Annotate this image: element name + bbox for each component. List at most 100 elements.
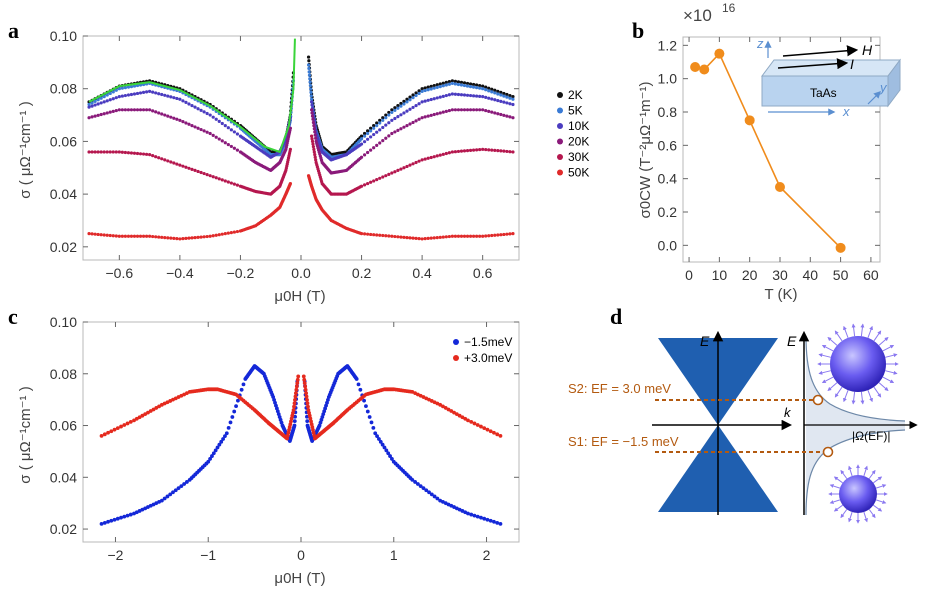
data-point	[835, 242, 846, 253]
data-point	[465, 93, 470, 97]
data-point	[441, 81, 445, 85]
data-point	[93, 99, 97, 103]
data-point	[459, 80, 464, 84]
data-point	[129, 234, 134, 238]
data-point	[286, 430, 291, 435]
data-point	[307, 59, 311, 63]
data-point	[119, 515, 123, 520]
data-point	[511, 102, 515, 107]
data-point	[226, 180, 230, 184]
data-point	[478, 94, 482, 98]
data-point	[305, 401, 310, 406]
data-point	[380, 442, 385, 447]
data-point	[226, 425, 231, 430]
data-point	[220, 121, 224, 126]
data-point	[426, 85, 430, 89]
data-point	[414, 160, 418, 165]
data-point	[169, 95, 173, 99]
y-axis-label: y	[879, 80, 888, 95]
data-point	[375, 121, 379, 125]
data-point	[312, 127, 316, 131]
data-point	[475, 86, 479, 90]
data-point	[117, 87, 121, 91]
data-point	[182, 482, 187, 486]
data-point	[408, 107, 412, 111]
data-point	[105, 150, 109, 154]
data-point	[220, 139, 224, 143]
data-point	[132, 84, 137, 88]
data-point	[411, 105, 415, 110]
data-point	[415, 482, 420, 486]
data-point	[287, 428, 291, 432]
data-point	[453, 234, 458, 238]
data-point	[387, 110, 391, 115]
data-point	[196, 169, 200, 174]
data-point	[492, 519, 496, 524]
data-point	[151, 109, 155, 113]
data-point	[399, 101, 403, 106]
data-point	[193, 125, 197, 129]
data-point	[390, 234, 394, 238]
data-point	[181, 99, 185, 103]
data-point	[402, 111, 406, 115]
data-point	[146, 410, 150, 415]
data-point	[447, 93, 451, 97]
panel-d-diagram: E k E |Ω(EF)| S2: EF = 3.0 meV S1: EF = …	[568, 323, 918, 524]
data-point	[235, 148, 240, 152]
curvature-upper-curve	[805, 335, 906, 422]
data-point	[99, 112, 103, 117]
data-point	[417, 237, 421, 241]
data-point	[459, 149, 464, 153]
data-point	[308, 416, 313, 421]
data-point	[505, 95, 509, 99]
data-point	[699, 64, 710, 75]
current-arrow	[777, 58, 849, 70]
data-point	[90, 115, 94, 119]
data-point	[366, 232, 370, 236]
data-point	[375, 434, 379, 439]
data-point	[305, 419, 310, 424]
data-point	[410, 477, 415, 482]
data-point	[309, 419, 313, 424]
data-point	[421, 486, 426, 491]
data-point	[399, 167, 403, 171]
data-point	[129, 92, 134, 97]
data-point	[211, 451, 216, 456]
data-point	[462, 81, 467, 85]
data-point	[487, 89, 491, 93]
data-point	[417, 159, 421, 163]
data-point	[438, 82, 442, 86]
data-point	[372, 126, 376, 130]
data-point	[166, 159, 170, 163]
data-point	[411, 162, 415, 166]
x-tick-label: 0	[685, 267, 693, 283]
x-tick-label: 0.4	[412, 265, 432, 281]
panel-a-series	[87, 38, 515, 241]
data-point	[453, 82, 458, 86]
data-point	[435, 112, 439, 116]
data-point	[362, 232, 367, 236]
data-point	[462, 83, 467, 88]
data-point	[457, 413, 462, 418]
data-point	[362, 183, 367, 187]
y-tick-label: 0.06	[50, 133, 77, 149]
data-point	[450, 79, 454, 83]
data-point	[117, 108, 121, 112]
data-point	[129, 84, 134, 89]
data-point	[99, 233, 103, 237]
data-point	[304, 391, 309, 396]
data-point	[475, 94, 479, 98]
data-point	[99, 101, 103, 105]
data-point	[310, 425, 315, 429]
data-point	[309, 90, 313, 94]
data-point	[141, 234, 146, 238]
data-point	[111, 90, 115, 94]
data-point	[302, 377, 307, 382]
data-point	[453, 150, 458, 154]
data-point	[310, 103, 314, 107]
data-point	[446, 407, 451, 412]
data-point	[294, 387, 299, 392]
data-point	[456, 92, 461, 97]
data-point	[184, 100, 188, 105]
data-point	[420, 87, 424, 91]
